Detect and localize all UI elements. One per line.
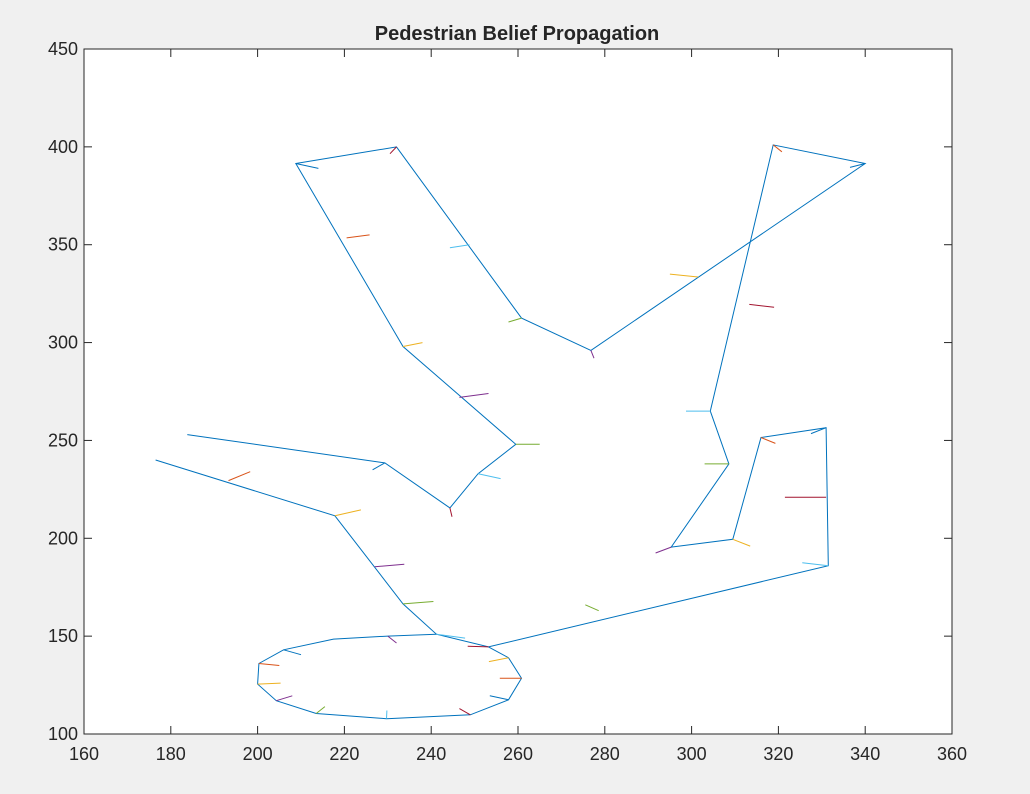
heading-tick-27 [459, 393, 489, 398]
series-line-2 [257, 633, 523, 720]
heading-tick-21 [508, 317, 522, 323]
heading-ticks-layer [228, 144, 866, 719]
heading-tick-35 [257, 682, 281, 685]
heading-tick-20 [590, 350, 595, 359]
x-tick-labels: 160 180 200 220 240 260 280 300 320 340 360 [69, 744, 967, 764]
x-tick-label: 260 [503, 744, 533, 764]
series-layer [155, 144, 867, 720]
heading-tick-30 [449, 507, 453, 517]
heading-tick-18 [772, 144, 783, 153]
series-line-1 [155, 144, 867, 648]
x-tick-label: 320 [763, 744, 793, 764]
heading-tick-29 [477, 473, 501, 480]
axis-ticks [83, 48, 953, 735]
heading-tick-2 [334, 509, 362, 517]
y-tick-label: 450 [48, 39, 78, 59]
y-tick-label: 150 [48, 626, 78, 646]
heading-tick-31 [372, 462, 386, 471]
heading-tick-1 [228, 471, 251, 482]
heading-tick-24 [295, 163, 319, 169]
x-tick-label: 240 [416, 744, 446, 764]
axes-background [84, 49, 952, 734]
heading-tick-8 [802, 562, 829, 567]
chart-title: Pedestrian Belief Propagation [375, 23, 660, 45]
heading-tick-37 [315, 706, 326, 714]
x-tick-label: 200 [243, 744, 273, 764]
heading-tick-36 [276, 695, 293, 702]
heading-tick-16 [749, 303, 775, 308]
heading-tick-23 [389, 146, 397, 155]
heading-tick-22 [449, 244, 470, 249]
x-tick-label: 180 [156, 744, 186, 764]
heading-tick-19 [849, 163, 866, 168]
y-tick-label: 350 [48, 235, 78, 255]
heading-tick-26 [402, 342, 423, 347]
x-tick-label: 300 [677, 744, 707, 764]
heading-tick-5 [436, 633, 466, 639]
y-tick-label: 400 [48, 137, 78, 157]
heading-tick-42 [488, 657, 509, 663]
x-tick-label: 220 [329, 744, 359, 764]
heading-tick-6 [467, 645, 489, 648]
plot-area: 160 180 200 220 240 260 280 300 320 340 360 100 150… [48, 39, 967, 764]
heading-tick-11 [760, 437, 776, 444]
heading-tick-32 [387, 635, 397, 644]
heading-tick-17 [669, 273, 699, 278]
x-tick-label: 340 [850, 744, 880, 764]
x-tick-label: 160 [69, 744, 99, 764]
heading-tick-40 [489, 695, 509, 701]
heading-tick-39 [459, 708, 471, 716]
x-tick-label: 280 [590, 744, 620, 764]
heading-tick-13 [655, 546, 672, 554]
x-tick-label: 360 [937, 744, 967, 764]
heading-tick-12 [732, 538, 751, 547]
heading-tick-4 [402, 601, 434, 605]
heading-tick-25 [346, 234, 370, 239]
y-tick-label: 100 [48, 724, 78, 744]
heading-tick-3 [374, 563, 405, 568]
y-tick-label: 200 [48, 528, 78, 548]
y-tick-label: 300 [48, 333, 78, 353]
y-tick-label: 250 [48, 430, 78, 450]
heading-tick-34 [258, 663, 280, 666]
y-tick-labels: 100 150 200 250 300 350 400 450 [48, 39, 78, 744]
heading-tick-7 [585, 604, 599, 612]
heading-tick-33 [283, 649, 302, 656]
heading-tick-10 [810, 427, 827, 435]
